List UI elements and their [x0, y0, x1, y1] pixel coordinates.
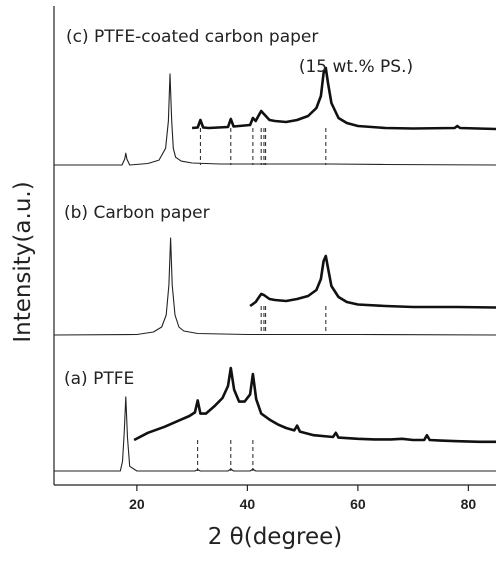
x-ticks: 20 40 60 80	[129, 485, 476, 512]
panel-label-0: (c) PTFE-coated carbon paper	[66, 27, 318, 47]
full-trace-1	[53, 237, 496, 336]
y-axis-title: Intensity(a.u.)	[10, 181, 36, 342]
full-trace-0	[54, 73, 496, 166]
zoom-trace-0	[191, 66, 496, 131]
x-tick-label: 60	[350, 496, 366, 512]
panel-label-2: (a) PTFE	[64, 369, 134, 389]
panel-sublabel-0: (15 wt.% PS.)	[299, 57, 413, 77]
x-axis-title: 2 θ(degree)	[208, 524, 343, 550]
zoom-trace-1	[249, 254, 496, 309]
x-tick-label: 80	[461, 496, 477, 512]
panel-labels: (c) PTFE-coated carbon paper (15 wt.% PS.…	[64, 27, 413, 389]
x-tick-label: 40	[240, 496, 256, 512]
zoom-trace-2	[133, 366, 496, 444]
traces	[53, 66, 496, 472]
panel-label-1: (b) Carbon paper	[64, 203, 210, 223]
x-tick-label: 20	[129, 496, 145, 512]
full-trace-2	[54, 396, 496, 472]
